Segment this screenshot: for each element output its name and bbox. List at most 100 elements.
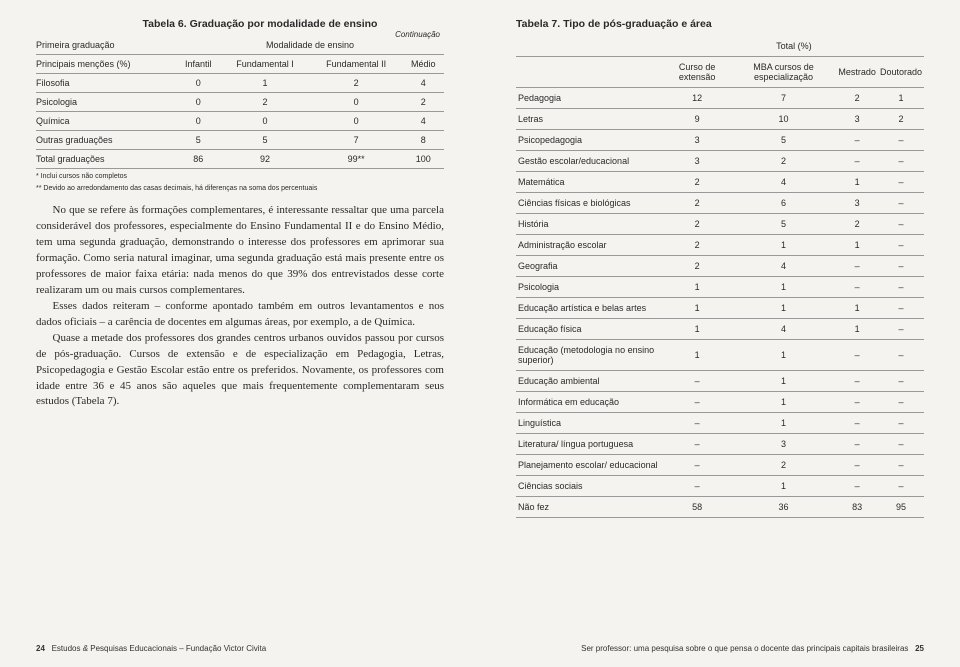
cell: 9 bbox=[664, 109, 731, 130]
cell: – bbox=[836, 392, 878, 413]
row-label: Química bbox=[36, 112, 176, 131]
cell: 1 bbox=[836, 235, 878, 256]
cell: – bbox=[836, 455, 878, 476]
cell: – bbox=[836, 476, 878, 497]
cell: 3 bbox=[836, 109, 878, 130]
table-row: Planejamento escolar/ educacional–2–– bbox=[516, 455, 924, 476]
cell: – bbox=[664, 371, 731, 392]
table-row: Literatura/ língua portuguesa–3–– bbox=[516, 434, 924, 455]
right-page: Tabela 7. Tipo de pós-graduação e área T… bbox=[480, 0, 960, 667]
cell: 4 bbox=[403, 74, 444, 93]
table6-col-1: Fundamental I bbox=[220, 55, 309, 74]
cell: 2 bbox=[220, 93, 309, 112]
cell: 8 bbox=[403, 131, 444, 150]
table6-footnote-1: ** Devido ao arredondamento das casas de… bbox=[36, 184, 444, 193]
cell: – bbox=[878, 172, 924, 193]
row-label: Psicologia bbox=[516, 277, 664, 298]
table7-title: Tabela 7. Tipo de pós-graduação e área bbox=[516, 18, 924, 30]
row-label: Psicologia bbox=[36, 93, 176, 112]
cell: 1 bbox=[664, 298, 731, 319]
cell: 1 bbox=[731, 413, 837, 434]
cell: – bbox=[878, 298, 924, 319]
cell: – bbox=[836, 256, 878, 277]
cell: 2 bbox=[731, 151, 837, 172]
row-label: Pedagogia bbox=[516, 88, 664, 109]
cell: – bbox=[836, 277, 878, 298]
table-row: Total graduações869299**100 bbox=[36, 150, 444, 169]
cell: 1 bbox=[731, 340, 837, 371]
cell: – bbox=[878, 193, 924, 214]
table-row: Gestão escolar/educacional32–– bbox=[516, 151, 924, 172]
cell: – bbox=[878, 392, 924, 413]
cell: 4 bbox=[731, 256, 837, 277]
cell: 1 bbox=[731, 277, 837, 298]
table-row: Psicologia0202 bbox=[36, 93, 444, 112]
cell: – bbox=[878, 235, 924, 256]
cell: 1 bbox=[836, 172, 878, 193]
cell: 99** bbox=[310, 150, 403, 169]
cell: 3 bbox=[664, 151, 731, 172]
table6-continuation: Continuação bbox=[395, 30, 440, 39]
row-label: Total graduações bbox=[36, 150, 176, 169]
cell: 3 bbox=[836, 193, 878, 214]
row-label: Administração escolar bbox=[516, 235, 664, 256]
cell: 1 bbox=[731, 235, 837, 256]
cell: 1 bbox=[878, 88, 924, 109]
table-row: Matemática241– bbox=[516, 172, 924, 193]
cell: – bbox=[664, 476, 731, 497]
cell: – bbox=[878, 413, 924, 434]
cell: 1 bbox=[664, 319, 731, 340]
cell: 0 bbox=[310, 112, 403, 131]
table6: Primeira graduação Modalidade de ensino … bbox=[36, 36, 444, 169]
cell: 95 bbox=[878, 497, 924, 518]
table-row: Pedagogia12721 bbox=[516, 88, 924, 109]
cell: 100 bbox=[403, 150, 444, 169]
row-label: Ciências físicas e biológicas bbox=[516, 193, 664, 214]
cell: – bbox=[664, 392, 731, 413]
cell: – bbox=[664, 434, 731, 455]
row-label: Informática em educação bbox=[516, 392, 664, 413]
table7-col-1: MBA cursos de especialização bbox=[731, 57, 837, 88]
table-row: Geografia24–– bbox=[516, 256, 924, 277]
row-label: Linguística bbox=[516, 413, 664, 434]
cell: 2 bbox=[836, 88, 878, 109]
table-row: Psicologia11–– bbox=[516, 277, 924, 298]
cell: 36 bbox=[731, 497, 837, 518]
row-label: História bbox=[516, 214, 664, 235]
table-row: Linguística–1–– bbox=[516, 413, 924, 434]
row-label: Matemática bbox=[516, 172, 664, 193]
cell: 5 bbox=[176, 131, 220, 150]
table6-col-2: Fundamental II bbox=[310, 55, 403, 74]
cell: – bbox=[878, 434, 924, 455]
table7-col-0: Curso de extensão bbox=[664, 57, 731, 88]
cell: 5 bbox=[220, 131, 309, 150]
cell: – bbox=[836, 371, 878, 392]
row-label: Gestão escolar/educacional bbox=[516, 151, 664, 172]
cell: 2 bbox=[731, 455, 837, 476]
table6-col-0: Infantil bbox=[176, 55, 220, 74]
cell: – bbox=[878, 214, 924, 235]
table-row: Educação (metodologia no ensino superior… bbox=[516, 340, 924, 371]
table-row: Não fez58368395 bbox=[516, 497, 924, 518]
body-text: No que se refere às formações complement… bbox=[36, 203, 444, 410]
table-row: Outras graduações5578 bbox=[36, 131, 444, 150]
cell: – bbox=[664, 455, 731, 476]
cell: – bbox=[664, 413, 731, 434]
cell: – bbox=[878, 476, 924, 497]
cell: 1 bbox=[836, 319, 878, 340]
cell: 2 bbox=[403, 93, 444, 112]
row-label: Planejamento escolar/ educacional bbox=[516, 455, 664, 476]
left-page-footer: 24 Estudos & Pesquisas Educacionais – Fu… bbox=[36, 644, 266, 653]
table7-col-3: Doutorado bbox=[878, 57, 924, 88]
cell: – bbox=[878, 130, 924, 151]
cell: 2 bbox=[310, 74, 403, 93]
cell: 0 bbox=[176, 93, 220, 112]
cell: 92 bbox=[220, 150, 309, 169]
cell: 2 bbox=[664, 172, 731, 193]
cell: – bbox=[878, 371, 924, 392]
right-page-footer: Ser professor: uma pesquisa sobre o que … bbox=[581, 644, 924, 653]
table-row: Administração escolar211– bbox=[516, 235, 924, 256]
cell: 6 bbox=[731, 193, 837, 214]
table-row: Ciências sociais–1–– bbox=[516, 476, 924, 497]
cell: 1 bbox=[664, 277, 731, 298]
